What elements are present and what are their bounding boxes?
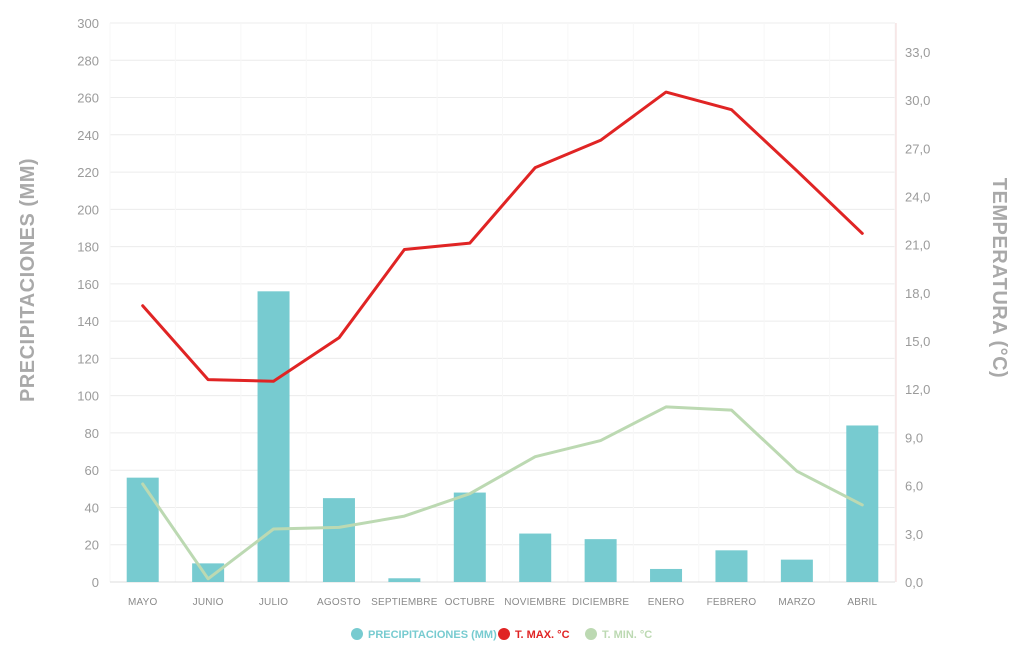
left-axis-title: PRECIPITACIONES (MM) bbox=[17, 158, 39, 402]
right-axis-title: TEMPERATURA (°C) bbox=[988, 178, 1010, 378]
left-tick-140: 140 bbox=[77, 314, 99, 329]
category-label-marzo: MARZO bbox=[778, 597, 815, 608]
right-tick-15,0: 15,0 bbox=[905, 334, 930, 349]
left-tick-220: 220 bbox=[77, 165, 99, 180]
category-label-octubre: OCTUBRE bbox=[445, 597, 495, 608]
precipitation-bars bbox=[126, 291, 879, 582]
bar-octubre bbox=[453, 492, 486, 582]
right-tick-0,0: 0,0 bbox=[905, 575, 923, 590]
category-label-junio: JUNIO bbox=[193, 597, 224, 608]
right-tick-18,0: 18,0 bbox=[905, 286, 930, 301]
line-series-0 bbox=[141, 90, 864, 383]
right-tick-3,0: 3,0 bbox=[905, 527, 923, 542]
legend-label-0: PRECIPITACIONES (MM) bbox=[368, 629, 497, 641]
left-tick-240: 240 bbox=[77, 128, 99, 143]
legend-label-1: T. MAX. °C bbox=[515, 629, 570, 641]
left-tick-60: 60 bbox=[85, 463, 99, 478]
right-tick-30,0: 30,0 bbox=[905, 93, 930, 108]
right-tick-9,0: 9,0 bbox=[905, 430, 923, 445]
category-label-mayo: MAYO bbox=[128, 597, 158, 608]
right-tick-24,0: 24,0 bbox=[905, 189, 930, 204]
left-axis-ticks: 0 20 40 60 80 100 120 140 160 180 200 220 240 260 280 3… bbox=[77, 16, 99, 590]
legend-label-2: T. MIN. °C bbox=[602, 629, 652, 641]
bar-febrero bbox=[715, 550, 748, 582]
left-tick-300: 300 bbox=[77, 16, 99, 31]
left-tick-260: 260 bbox=[77, 91, 99, 106]
left-tick-120: 120 bbox=[77, 351, 99, 366]
bar-septiembre bbox=[388, 578, 421, 582]
line-series-1 bbox=[141, 405, 864, 581]
category-label-diciembre: DICIEMBRE bbox=[572, 597, 629, 608]
right-tick-27,0: 27,0 bbox=[905, 141, 930, 156]
category-label-febrero: FEBRERO bbox=[707, 597, 757, 608]
category-label-septiembre: SEPTIEMBRE bbox=[371, 597, 438, 608]
bar-enero bbox=[650, 568, 683, 582]
left-tick-20: 20 bbox=[85, 538, 99, 553]
legend-marker-1 bbox=[498, 628, 510, 640]
left-tick-80: 80 bbox=[85, 426, 99, 441]
right-tick-12,0: 12,0 bbox=[905, 382, 930, 397]
bar-julio bbox=[257, 291, 290, 582]
right-tick-6,0: 6,0 bbox=[905, 479, 923, 494]
left-tick-100: 100 bbox=[77, 389, 99, 404]
left-tick-280: 280 bbox=[77, 53, 99, 68]
category-label-agosto: AGOSTO bbox=[317, 597, 361, 608]
category-label-noviembre: NOVIEMBRE bbox=[504, 597, 566, 608]
temperature-lines bbox=[141, 90, 864, 581]
left-tick-160: 160 bbox=[77, 277, 99, 292]
category-label-abril: ABRIL bbox=[847, 597, 877, 608]
right-axis-ticks: 0,0 3,0 6,0 9,0 12,0 15,0 18,0 21,0 24,0 27,0 30,0… bbox=[905, 45, 930, 590]
bar-mayo bbox=[126, 477, 159, 582]
left-tick-0: 0 bbox=[92, 575, 99, 590]
gridlines bbox=[109, 22, 897, 583]
right-tick-21,0: 21,0 bbox=[905, 238, 930, 253]
category-labels: MAYO JUNIO JULIO AGOSTO SEPTIEMBRE OCTUBRE NOV… bbox=[128, 597, 877, 608]
legend-marker-0 bbox=[351, 628, 363, 640]
left-tick-180: 180 bbox=[77, 240, 99, 255]
bar-marzo bbox=[780, 559, 813, 582]
category-label-julio: JULIO bbox=[259, 597, 288, 608]
right-tick-33,0: 33,0 bbox=[905, 45, 930, 60]
bar-diciembre bbox=[584, 539, 617, 582]
left-tick-40: 40 bbox=[85, 500, 99, 515]
legend: PRECIPITACIONES (MM) T. MAX. °C T. MIN. °C bbox=[351, 628, 652, 641]
bar-agosto bbox=[322, 498, 355, 582]
left-tick-200: 200 bbox=[77, 202, 99, 217]
bar-noviembre bbox=[519, 533, 552, 582]
legend-marker-2 bbox=[585, 628, 597, 640]
category-label-enero: ENERO bbox=[648, 597, 685, 608]
